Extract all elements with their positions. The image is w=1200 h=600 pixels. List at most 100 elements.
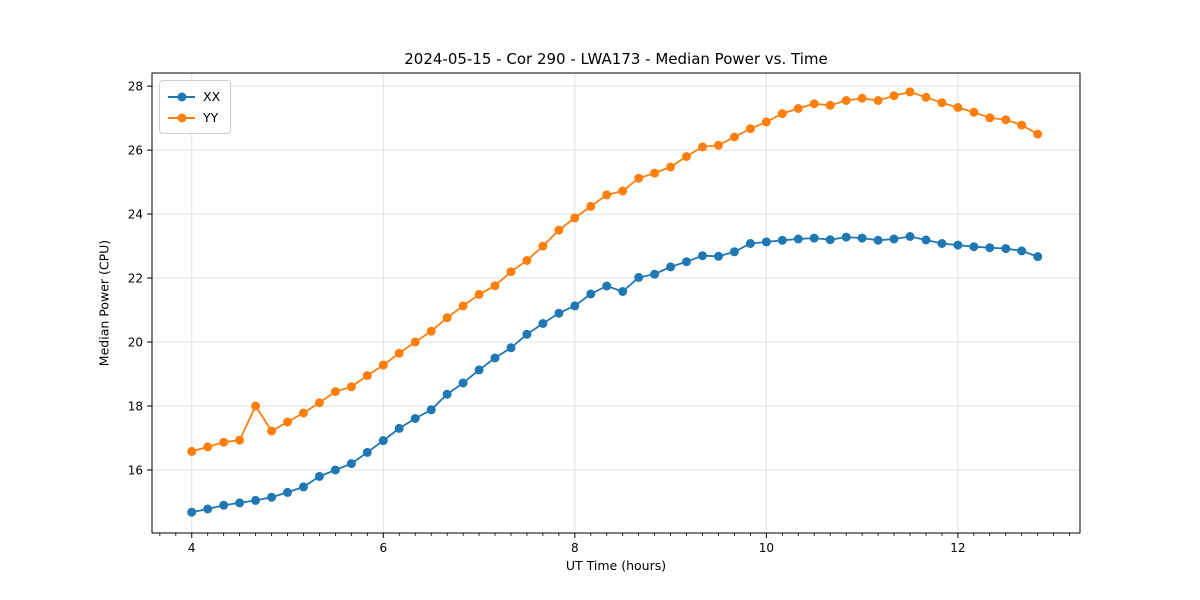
data-point-YY (873, 96, 883, 105)
data-point-XX (522, 329, 532, 339)
data-point-YY (490, 281, 500, 291)
data-point-YY (745, 124, 755, 134)
data-point-YY (985, 113, 995, 123)
legend-item-xx: XX (168, 86, 220, 107)
data-point-XX (953, 240, 963, 250)
data-point-YY (506, 267, 516, 277)
data-point-XX (873, 235, 883, 245)
y-tick-label: 20 (128, 336, 143, 350)
data-point-XX (442, 389, 452, 399)
data-point-XX (650, 269, 660, 279)
data-point-YY (937, 98, 947, 108)
data-point-YY (458, 301, 468, 311)
data-point-YY (857, 93, 867, 103)
data-point-XX (634, 272, 644, 282)
data-point-YY (586, 201, 596, 211)
data-point-YY (602, 190, 612, 200)
y-axis-label: Median Power (CPU) (96, 239, 112, 367)
data-point-XX (602, 281, 612, 291)
data-point-YY (825, 100, 835, 110)
data-point-XX (714, 251, 723, 261)
data-point-YY (283, 417, 292, 427)
y-tick-label: 28 (128, 80, 143, 94)
data-point-XX (793, 234, 803, 244)
data-point-XX (187, 507, 197, 517)
data-point-XX (299, 482, 308, 492)
x-tick-label: 10 (759, 541, 774, 555)
data-point-XX (378, 436, 388, 446)
data-point-YY (219, 437, 229, 447)
data-point-YY (969, 107, 979, 117)
y-tick-label: 18 (128, 400, 143, 414)
y-tick-label: 26 (128, 144, 143, 158)
data-point-XX (219, 500, 229, 510)
data-point-XX (314, 471, 324, 481)
data-point-XX (538, 319, 548, 328)
data-point-YY (905, 87, 915, 97)
data-point-XX (857, 233, 867, 243)
chart-title: 2024-05-15 - Cor 290 - LWA173 - Median P… (404, 50, 828, 68)
data-point-YY (889, 91, 899, 101)
data-point-YY (841, 96, 851, 105)
data-point-XX (745, 239, 755, 248)
data-point-XX (458, 378, 468, 388)
grid-lines (152, 73, 1080, 533)
data-point-YY (1033, 129, 1043, 139)
data-point-YY (267, 426, 277, 436)
data-point-XX (682, 257, 691, 267)
legend-label: YY (203, 110, 219, 125)
data-point-YY (554, 225, 564, 235)
data-point-XX (346, 459, 356, 469)
data-point-YY (682, 152, 691, 161)
data-point-YY (235, 435, 245, 445)
data-point-YY (761, 117, 771, 127)
data-point-XX (618, 287, 628, 296)
data-point-YY (921, 92, 931, 102)
data-point-YY (666, 162, 676, 172)
data-point-XX (809, 233, 819, 243)
data-point-YY (251, 401, 261, 411)
data-point-YY (793, 104, 803, 113)
data-point-XX (698, 251, 707, 261)
data-point-YY (299, 408, 308, 418)
data-point-XX (362, 447, 372, 457)
data-point-YY (362, 371, 372, 381)
data-point-XX (586, 289, 596, 299)
data-point-YY (474, 289, 484, 299)
x-tick-label: 8 (571, 541, 579, 555)
data-point-YY (1001, 115, 1011, 125)
data-point-XX (841, 232, 851, 242)
data-point-XX (251, 495, 261, 505)
y-tick-label: 22 (128, 272, 143, 286)
data-point-YY (570, 213, 580, 223)
data-point-YY (346, 382, 356, 392)
data-point-XX (490, 353, 500, 363)
data-point-XX (235, 498, 245, 508)
data-point-YY (650, 168, 660, 178)
legend-item-yy: YY (168, 107, 220, 128)
y-tick-label: 16 (128, 463, 143, 477)
data-point-XX (570, 301, 580, 311)
data-point-XX (905, 232, 915, 241)
x-tick-label: 6 (379, 541, 387, 555)
data-point-YY (809, 99, 819, 109)
data-point-XX (1001, 244, 1011, 254)
data-point-XX (506, 343, 516, 353)
x-axis-label: UT Time (hours) (565, 558, 667, 573)
data-point-YY (187, 446, 197, 456)
data-point-XX (937, 239, 947, 248)
data-point-YY (522, 256, 532, 265)
data-point-YY (330, 387, 340, 397)
series-YY (187, 87, 1043, 456)
legend-label: XX (203, 89, 221, 104)
data-point-XX (394, 423, 404, 433)
data-point-YY (378, 360, 388, 370)
data-point-YY (538, 241, 548, 251)
data-point-XX (777, 235, 787, 245)
data-point-YY (410, 337, 420, 347)
data-point-XX (283, 487, 292, 497)
data-point-XX (889, 234, 899, 244)
series-XX (187, 232, 1043, 517)
